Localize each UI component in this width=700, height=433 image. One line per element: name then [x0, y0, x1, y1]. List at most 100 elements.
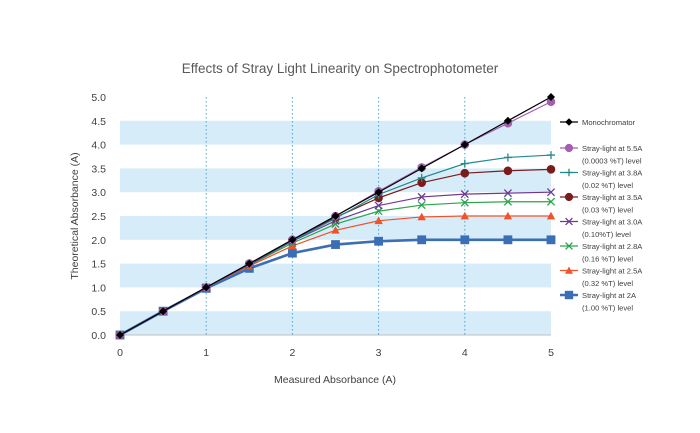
data-point — [417, 164, 426, 173]
data-point — [460, 235, 470, 245]
legend-label: Stray-light at 2A — [582, 291, 637, 300]
grid-band — [120, 263, 551, 288]
data-point — [503, 116, 512, 125]
legend-swatch-marker — [565, 168, 573, 177]
chart-title: Effects of Stray Light Linearity on Spec… — [182, 61, 499, 76]
legend-item-stray-light-at-2-8a-0-16-t-level: Stray-light at 2.8A (0.16 %T) level — [560, 242, 643, 264]
data-point — [547, 151, 555, 160]
data-point — [288, 241, 297, 250]
legend-item-stray-light-at-5-5a-0-0003-t-level: Stray-light at 5.5A (0.0003 %T) level — [560, 143, 643, 166]
grid-band — [120, 311, 551, 335]
data-point — [374, 216, 383, 225]
data-point — [245, 259, 254, 268]
data-point — [503, 189, 512, 198]
data-point — [546, 188, 556, 197]
legend-swatch-marker — [565, 118, 573, 126]
legend-label: (1.00 %T) level — [582, 304, 633, 313]
y-tick-label: 3.0 — [91, 187, 106, 199]
data-point — [374, 188, 383, 197]
x-tick-label: 1 — [203, 347, 209, 359]
y-tick-label: 2.0 — [91, 235, 106, 247]
legend-label: (0.0003 %T) level — [582, 157, 642, 166]
legend-label: (0.32 %T) level — [582, 279, 633, 288]
legend-label: Monochromator — [582, 118, 636, 127]
x-tick-label: 2 — [289, 347, 295, 359]
legend-label: Stray-light at 3.0A — [582, 218, 643, 227]
data-point — [374, 236, 384, 246]
legend-item-stray-light-at-2a-1-00-t-level: Stray-light at 2A (1.00 %T) level — [560, 290, 637, 313]
data-point — [546, 235, 556, 245]
legend-label: Stray-light at 3.8A — [582, 169, 643, 178]
data-point — [417, 235, 427, 245]
y-axis-label: Theoretical Absorbance (A) — [69, 152, 81, 279]
x-axis-label: Measured Absorbance (A) — [274, 374, 396, 386]
x-tick-labels: 0 1 2 3 4 5 — [117, 347, 554, 359]
y-tick-label: 1.5 — [91, 259, 106, 271]
legend-item-stray-light-at-2-5a-0-32-t-level: Stray-light at 2.5A (0.32 %T) level — [560, 266, 643, 288]
y-tick-label: 5.0 — [91, 92, 106, 104]
legend-swatch-marker — [564, 192, 574, 202]
data-point — [460, 190, 469, 199]
data-point — [547, 93, 555, 101]
y-tick-label: 0.0 — [91, 330, 106, 342]
y-tick-label: 2.5 — [91, 211, 106, 223]
legend-label: Stray-light at 5.5A — [582, 144, 643, 153]
data-point — [287, 248, 297, 258]
data-point — [503, 211, 513, 220]
x-tick-label: 3 — [376, 347, 382, 359]
legend-swatch-marker — [564, 143, 574, 153]
data-point — [202, 283, 211, 292]
data-point — [417, 212, 426, 221]
x-tick-label: 0 — [117, 347, 123, 359]
data-point — [116, 331, 124, 339]
data-point — [460, 168, 470, 178]
legend-label: Stray-light at 2.5A — [582, 267, 643, 276]
data-point — [417, 200, 426, 210]
legend-label: (0.02 %T) level — [582, 181, 633, 190]
data-point — [374, 201, 383, 210]
grid-band — [120, 168, 551, 193]
data-point — [331, 240, 340, 249]
data-point — [503, 197, 512, 206]
legend-swatch-marker — [564, 290, 574, 300]
legend-label: (0.03 %T) level — [582, 206, 633, 215]
x-tick-label: 5 — [548, 347, 554, 359]
y-tick-label: 3.5 — [91, 163, 106, 175]
legend-label: (0.16 %T) level — [582, 255, 633, 264]
legend-item-monochromator: Monochromator — [560, 118, 636, 127]
data-point — [417, 173, 426, 182]
y-tick-label: 4.5 — [91, 116, 106, 128]
legend-item-stray-light-at-3-8a-0-02-t-level: Stray-light at 3.8A (0.02 %T) level — [560, 168, 643, 190]
data-point — [159, 307, 168, 316]
data-point — [331, 212, 340, 220]
data-point — [288, 235, 297, 244]
data-point — [460, 140, 469, 149]
y-tick-labels: 0.0 0.5 1.0 1.5 2.0 2.5 3.0 3.5 4.0 4.5 5.0 — [91, 92, 106, 342]
data-point — [503, 166, 513, 176]
legend-item-stray-light-at-3-5a-0-03-t-level: Stray-light at 3.5A (0.03 %T) level — [560, 192, 643, 215]
data-point — [460, 159, 469, 168]
data-point — [546, 165, 556, 174]
legend-swatch-marker — [565, 217, 573, 226]
legend-label: Stray-light at 3.5A — [582, 193, 643, 202]
grid-bands — [120, 120, 551, 335]
grid-band — [120, 120, 551, 145]
data-point — [417, 192, 426, 202]
x-tick-label: 4 — [462, 347, 468, 359]
legend-swatch-marker — [565, 266, 573, 274]
legend-label: (0.10%T) level — [582, 230, 631, 239]
legend-swatch-marker — [565, 242, 573, 250]
data-point — [546, 211, 556, 220]
data-point — [331, 226, 340, 234]
legend-item-stray-light-at-3-0a-0-10-t-level: Stray-light at 3.0A (0.10%T) level — [560, 217, 643, 239]
y-tick-label: 4.0 — [91, 140, 106, 152]
data-point — [503, 153, 512, 162]
series-monochromator — [116, 93, 555, 339]
data-point — [460, 211, 469, 220]
legend: Monochromator Stray-light at 5.5A (0.0003 … — [560, 118, 643, 313]
series-group — [115, 93, 556, 340]
y-tick-label: 1.0 — [91, 282, 106, 294]
data-point — [546, 197, 556, 206]
